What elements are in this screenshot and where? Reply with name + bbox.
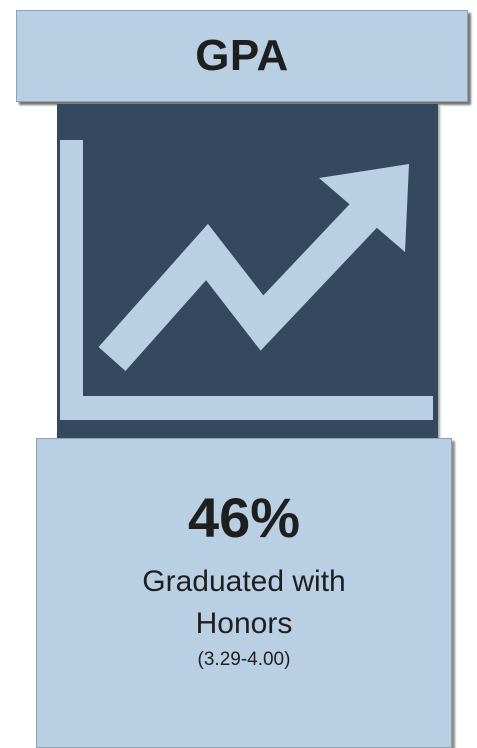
- stat-label-line1: Graduated with: [142, 565, 346, 598]
- stat-label-line2: Honors: [195, 607, 293, 640]
- trending-up-chart-icon: [60, 140, 433, 420]
- title-banner: GPA: [16, 10, 468, 102]
- stat-card: 46% Graduated with Honors (3.29-4.00): [36, 438, 452, 748]
- arrow-head: [319, 164, 409, 252]
- stat-percentage: 46%: [187, 486, 301, 549]
- stat-label: Graduated with Honors: [37, 561, 451, 645]
- trend-line: [98, 199, 381, 371]
- icon-panel: [57, 104, 438, 438]
- page-title: GPA: [195, 31, 289, 80]
- stat-range: (3.29-4.00): [197, 649, 291, 670]
